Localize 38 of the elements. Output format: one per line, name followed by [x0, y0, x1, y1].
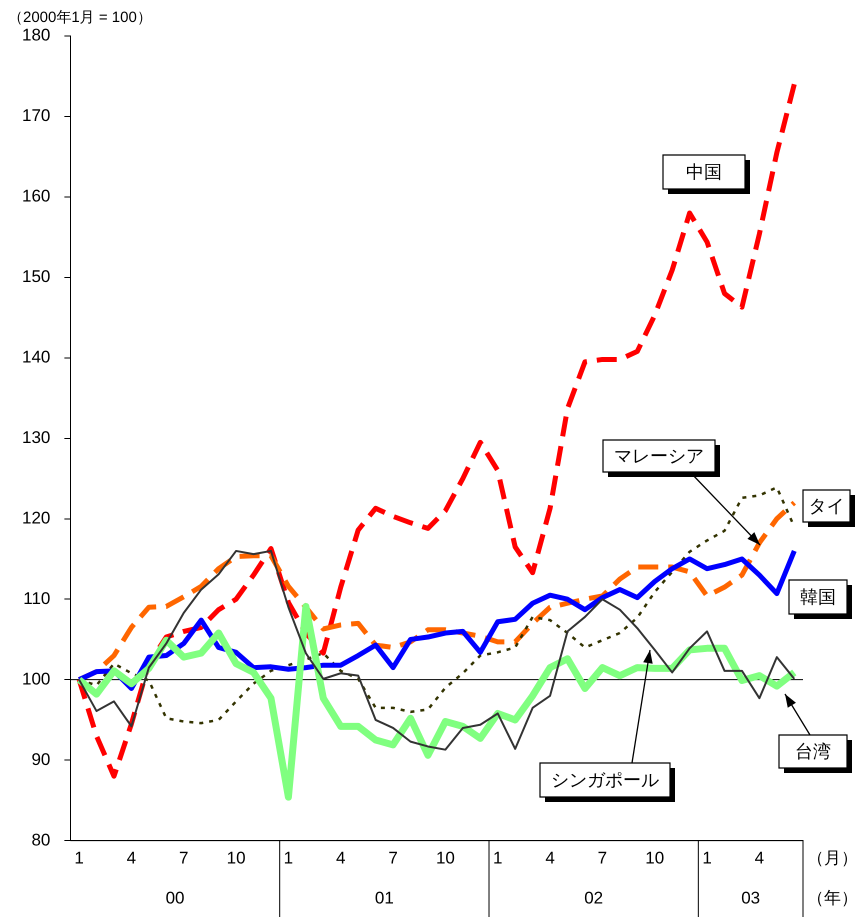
series-label: タイ [808, 496, 844, 516]
x-tick-label: 1 [702, 848, 712, 868]
x-tick-label: 4 [336, 848, 346, 868]
x-tick-label: 7 [388, 848, 398, 868]
y-tick-label: 110 [23, 588, 50, 608]
text: 台湾 [795, 741, 831, 762]
y-tick-label: 150 [22, 267, 50, 286]
text: （月） [807, 848, 858, 868]
y-tick-label: 120 [22, 508, 50, 528]
y-axis-title: （2000年1月 = 100） [8, 9, 152, 26]
text: 01 [374, 888, 394, 908]
x-tick-label: 10 [645, 848, 664, 868]
text: マレーシア [614, 446, 704, 466]
x-tick-label: 7 [179, 848, 188, 868]
y-tick-label: 160 [22, 186, 50, 206]
y-tick-label: 180 [22, 26, 50, 45]
text: 02 [584, 888, 604, 908]
text: 00 [166, 888, 184, 908]
y-tick-label: 80 [31, 830, 50, 850]
x-tick-label: 10 [226, 848, 246, 868]
y-tick-label: 140 [22, 348, 50, 367]
x-tick-label: 4 [126, 848, 136, 868]
y-tick-label: 90 [31, 750, 50, 769]
text: 03 [741, 888, 760, 908]
x-tick-label: 7 [598, 848, 608, 868]
series-label: 韓国 [800, 586, 836, 607]
x-tick-label: 1 [493, 848, 502, 868]
text: （年） [807, 888, 858, 908]
x-tick-label: 1 [74, 848, 84, 868]
y-tick-label: 130 [22, 428, 50, 447]
x-tick-label: 1 [284, 848, 294, 868]
text: シンガポール [551, 770, 659, 790]
y-tick-label: 170 [22, 106, 50, 126]
x-tick-label: 4 [754, 848, 764, 868]
y-tick-label: 100 [22, 669, 50, 688]
x-tick-label: 4 [545, 848, 555, 868]
x-tick-label: 10 [436, 848, 455, 868]
series-label: 中国 [686, 162, 722, 182]
